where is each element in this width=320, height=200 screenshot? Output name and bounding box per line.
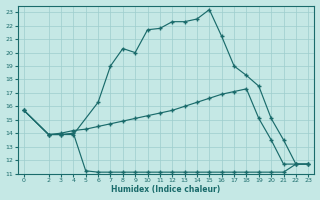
X-axis label: Humidex (Indice chaleur): Humidex (Indice chaleur) xyxy=(111,185,221,194)
